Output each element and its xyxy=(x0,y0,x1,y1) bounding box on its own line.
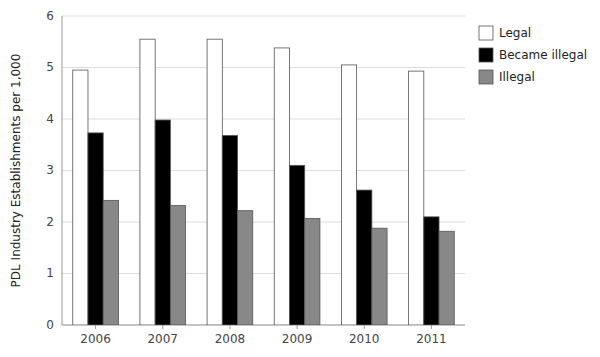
y-tick-label: 5 xyxy=(46,60,54,74)
chart-svg: 0 1 2 3 4 5 6 2006 2007 2008 2009 2010 2011 PDL Indus… xyxy=(0,0,600,357)
bar xyxy=(73,70,88,325)
y-tick-label: 3 xyxy=(46,163,54,177)
x-tick-label: 2010 xyxy=(349,332,380,346)
y-tick-label: 1 xyxy=(46,266,54,280)
bars xyxy=(73,39,455,325)
legend-swatch xyxy=(479,26,493,40)
grid-line xyxy=(62,16,465,17)
bar xyxy=(289,165,304,325)
bar xyxy=(439,231,454,325)
x-tick xyxy=(297,325,298,329)
x-tick xyxy=(229,325,230,329)
bar xyxy=(238,211,253,325)
x-tick xyxy=(431,325,432,329)
bar xyxy=(409,71,424,325)
bar xyxy=(140,39,155,325)
bar xyxy=(155,120,170,325)
y-axis-line xyxy=(62,16,63,325)
y-tick-label: 4 xyxy=(46,112,54,126)
grid-line xyxy=(62,273,465,274)
x-tick-label: 2007 xyxy=(147,332,178,346)
bar xyxy=(357,190,372,325)
bar xyxy=(424,217,439,325)
y-axis-label: PDL Industry Establishments per 1,000 xyxy=(9,54,23,288)
x-axis-line xyxy=(62,325,465,326)
chart-container: 0 1 2 3 4 5 6 2006 2007 2008 2009 2010 2011 PDL Indus… xyxy=(0,0,600,357)
bar xyxy=(207,39,222,325)
grid-line xyxy=(62,222,465,223)
x-tick-label: 2008 xyxy=(215,332,246,346)
grid-line xyxy=(62,67,465,68)
legend-label: Became illegal xyxy=(499,48,587,62)
x-tick-label: 2006 xyxy=(80,332,111,346)
x-tick-label: 2009 xyxy=(282,332,313,346)
legend: Legal Became illegal Illegal xyxy=(479,26,587,85)
x-tick-label: 2011 xyxy=(416,332,447,346)
legend-label: Illegal xyxy=(499,70,535,84)
bar xyxy=(341,65,356,325)
grid xyxy=(62,16,465,325)
y-tick-label: 6 xyxy=(46,9,54,23)
bar xyxy=(103,200,118,325)
bar xyxy=(305,218,320,325)
legend-swatch xyxy=(479,70,493,84)
x-tick xyxy=(364,325,365,329)
bar xyxy=(222,135,237,325)
x-tick xyxy=(162,325,163,329)
bar xyxy=(88,133,103,325)
legend-swatch xyxy=(479,48,493,62)
bar xyxy=(372,228,387,325)
grid-line xyxy=(62,325,465,326)
y-tick-label: 0 xyxy=(46,318,54,332)
bar xyxy=(170,206,185,325)
legend-label: Legal xyxy=(499,26,531,40)
axes: 0 1 2 3 4 5 6 2006 2007 2008 2009 2010 2011 xyxy=(46,9,465,347)
y-tick-label: 2 xyxy=(46,215,54,229)
bar xyxy=(274,48,289,325)
grid-line xyxy=(62,119,465,120)
x-tick xyxy=(95,325,96,329)
grid-line xyxy=(62,170,465,171)
